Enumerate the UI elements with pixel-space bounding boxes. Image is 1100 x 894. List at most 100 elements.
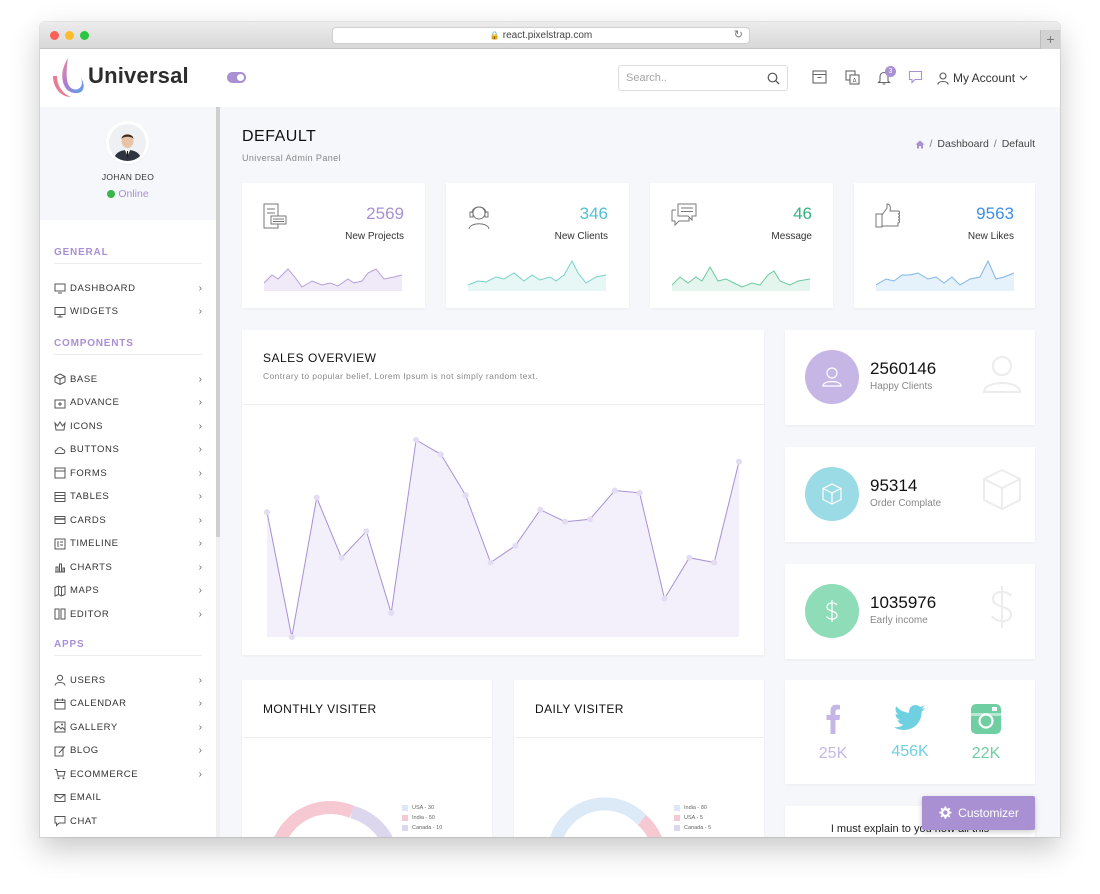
sidebar-item-blog[interactable]: BLOG › (54, 742, 202, 760)
search-input[interactable] (619, 66, 759, 90)
sales-point[interactable] (537, 506, 544, 513)
chat-icon[interactable] (908, 70, 923, 84)
maximize-window-button[interactable] (80, 31, 89, 40)
social-card: 25K 456K 22K (785, 680, 1035, 784)
lock-icon: 🔒 (489, 31, 500, 40)
sidebar-item-label: BUTTONS (70, 444, 120, 455)
sidebar-item-email[interactable]: EMAIL (54, 789, 202, 807)
legend-item: India - 80 (674, 803, 711, 813)
sidebar-item-label: CHARTS (70, 561, 113, 573)
sales-point[interactable] (636, 489, 643, 496)
stat-label: New Clients (554, 231, 608, 242)
crown-icon (54, 421, 66, 431)
dollar-icon (826, 600, 838, 622)
cart-icon (54, 769, 66, 780)
sidebar-item-gallery[interactable]: GALLERY › (54, 718, 202, 736)
sidebar-item-tables[interactable]: TABLES › (54, 488, 202, 506)
page-subtitle: Universal Admin Panel (242, 153, 341, 163)
sidebar-scrollbar-thumb[interactable] (216, 107, 220, 537)
facebook-stat[interactable]: 25K (803, 704, 863, 763)
sidebar-item-label: ECOMMERCE (70, 768, 139, 780)
sales-point[interactable] (363, 528, 370, 535)
daily-donut-chart (550, 797, 662, 837)
sidebar-item-advance[interactable]: ADVANCE › (54, 394, 202, 412)
sales-point[interactable] (388, 609, 395, 616)
customizer-button[interactable]: Customizer (922, 796, 1035, 830)
sidebar-item-editor[interactable]: EDITOR › (54, 605, 202, 623)
sidebar-item-ecommerce[interactable]: ECOMMERCE › (54, 765, 202, 783)
sidebar-item-charts[interactable]: CHARTS › (54, 558, 202, 576)
sidebar-item-cards[interactable]: CARDS › (54, 511, 202, 529)
chevron-right-icon: › (198, 491, 202, 502)
sparkline-chart (876, 259, 1015, 291)
sidebar-item-timeline[interactable]: TIMELINE › (54, 535, 202, 553)
sidebar-item-maps[interactable]: MAPS › (54, 582, 202, 600)
account-menu[interactable]: My Account (937, 68, 1028, 88)
breadcrumb-separator: / (993, 138, 997, 150)
sales-point[interactable] (288, 634, 295, 640)
timeline-icon (54, 538, 66, 549)
sales-point[interactable] (313, 494, 320, 501)
address-bar[interactable]: 🔒 react.pixelstrap.com ↻ (332, 27, 750, 44)
sales-point[interactable] (338, 554, 345, 561)
chevron-right-icon: › (198, 282, 202, 294)
sidebar-item-users[interactable]: USERS › (54, 671, 202, 689)
chevron-right-icon: › (198, 306, 202, 317)
sidebar-item-widgets[interactable]: WIDGETS › (54, 303, 202, 321)
daily-legend: India - 80 USA - 5 Canada - 5 (674, 803, 711, 833)
sales-point[interactable] (686, 554, 693, 561)
search-icon[interactable] (767, 72, 780, 85)
sidebar-item-calendar[interactable]: CALENDAR › (54, 695, 202, 713)
reload-icon[interactable]: ↻ (733, 29, 743, 41)
brand-name: Universal (88, 63, 189, 88)
sidebar-item-icons[interactable]: ICONS › (54, 417, 202, 435)
avatar[interactable] (109, 124, 146, 161)
sales-overview-subtitle: Contrary to popular belief, Lorem Ipsum … (263, 371, 538, 381)
early-income-value: 1035976 (870, 593, 937, 612)
sales-area-chart (264, 437, 742, 640)
sales-point[interactable] (736, 458, 742, 465)
breadcrumb-dashboard[interactable]: Dashboard (937, 138, 989, 150)
sidebar-item-buttons[interactable]: BUTTONS › (54, 441, 202, 459)
sidebar-item-base[interactable]: BASE › (54, 370, 202, 388)
instagram-stat[interactable]: 22K (956, 704, 1016, 763)
sidebar-item-forms[interactable]: FORMS › (54, 464, 202, 482)
stat-value: 46 (793, 204, 812, 223)
legend-label: Canada - 5 (684, 825, 712, 831)
sales-point[interactable] (264, 509, 270, 516)
stat-card-projects: 2569 New Projects (242, 183, 425, 308)
sales-point[interactable] (586, 516, 593, 523)
sidebar-item-dashboard[interactable]: DASHBOARD › (54, 279, 202, 297)
account-label: My Account (953, 71, 1016, 85)
sales-point[interactable] (512, 542, 519, 549)
minimize-window-button[interactable] (65, 31, 74, 40)
thumbs-up-icon (875, 203, 900, 228)
sidebar-toggle-switch[interactable] (227, 72, 246, 83)
legend-item: India - 50 (402, 813, 442, 823)
new-tab-button[interactable]: + (1040, 30, 1060, 49)
sales-point[interactable] (562, 518, 569, 525)
sales-point[interactable] (487, 559, 494, 566)
legend-item: USA - 30 (402, 803, 442, 813)
translate-icon[interactable]: A (845, 70, 860, 85)
profile-name: JOHAN DEO (101, 172, 155, 182)
monthly-visiter-title: MONTHLY VISITER (263, 702, 377, 716)
sales-point[interactable] (611, 487, 618, 494)
sidebar-item-chat[interactable]: CHAT (54, 812, 202, 830)
legend-item: Canada - 10 (402, 823, 442, 833)
breadcrumb-default: Default (1001, 138, 1035, 150)
sidebar-section-apps: APPS (54, 639, 85, 650)
archive-icon[interactable] (812, 70, 827, 84)
pencil-icon (54, 745, 66, 756)
happy-clients-circle (805, 350, 859, 404)
close-window-button[interactable] (50, 31, 59, 40)
home-icon[interactable] (915, 140, 925, 149)
monthly-legend: USA - 30 India - 50 Canada - 10 (402, 803, 442, 833)
sales-point[interactable] (413, 437, 420, 443)
sales-point[interactable] (437, 451, 444, 458)
sales-point[interactable] (462, 492, 469, 499)
sales-point[interactable] (711, 559, 718, 566)
sales-point[interactable] (661, 595, 668, 602)
chevron-right-icon: › (198, 397, 202, 408)
twitter-stat[interactable]: 456K (880, 704, 940, 761)
